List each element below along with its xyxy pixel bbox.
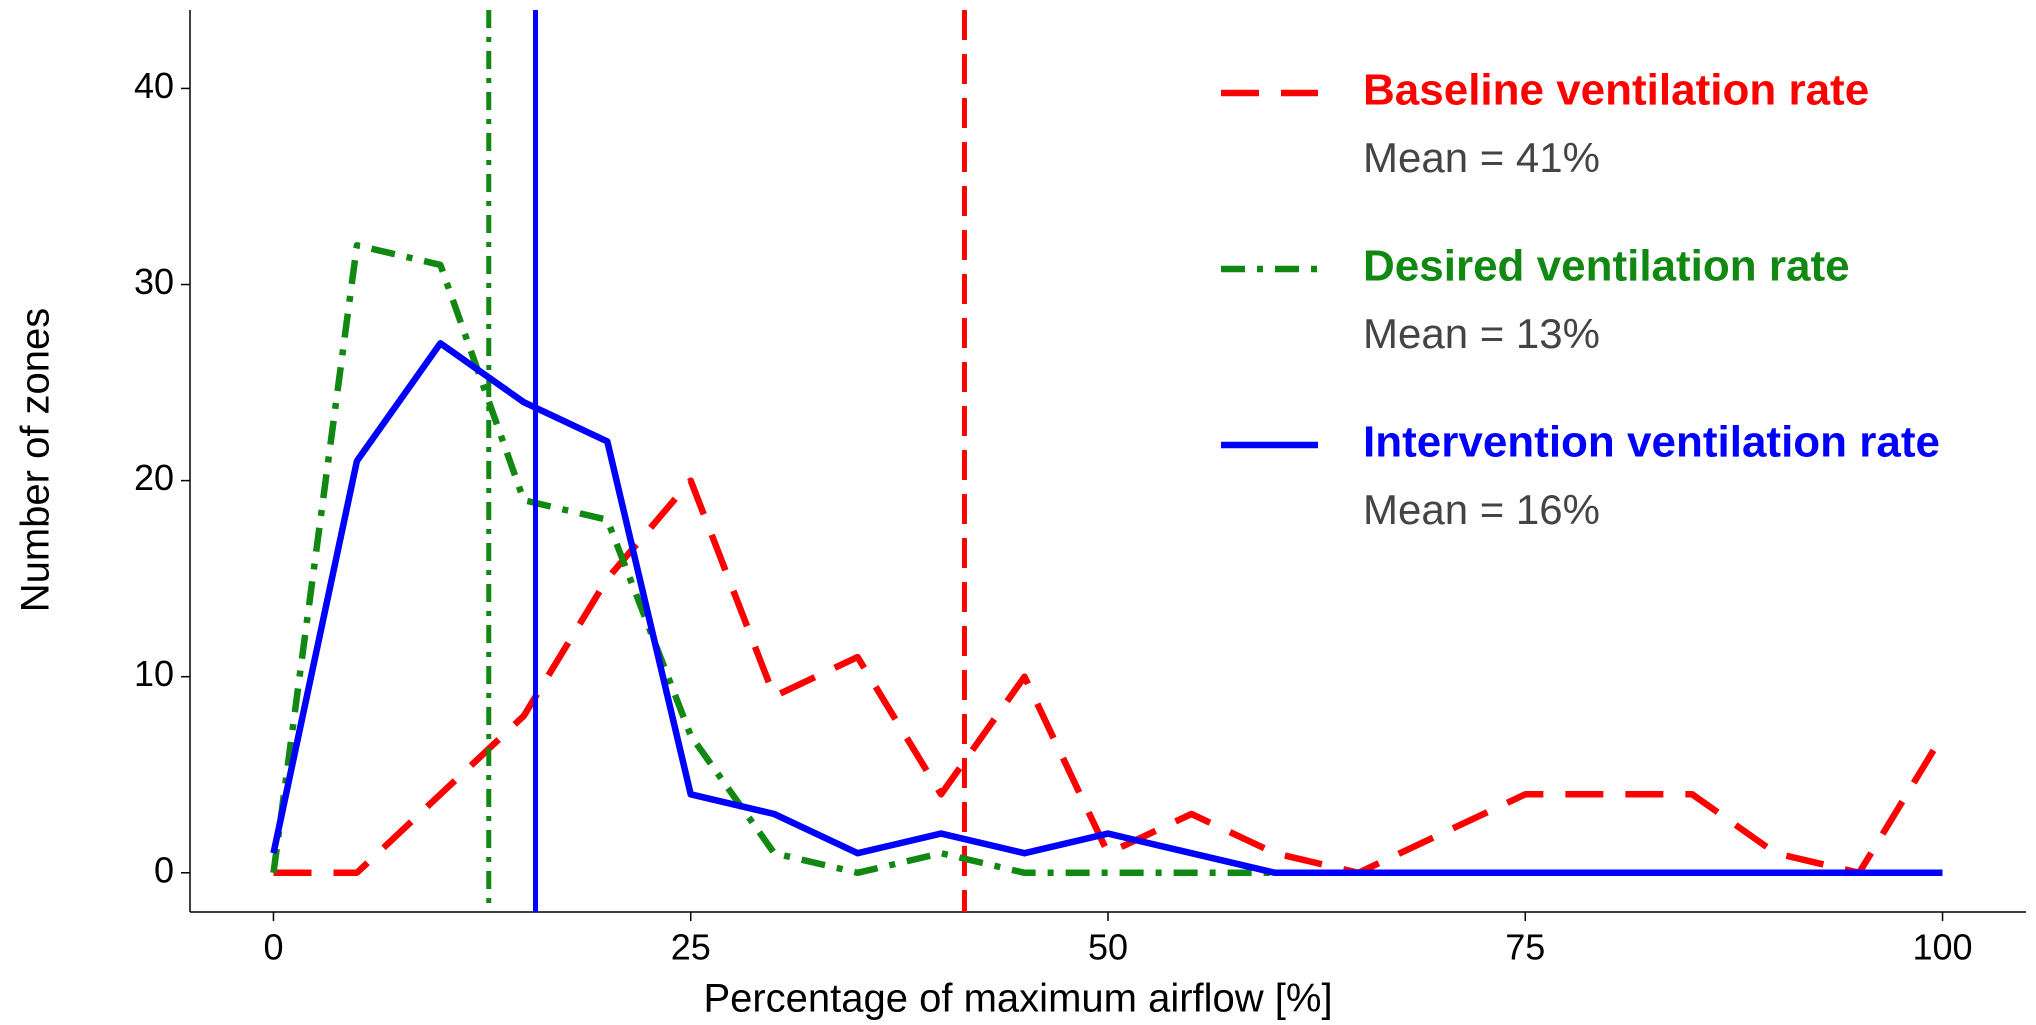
series-line xyxy=(273,477,1946,877)
y-tick-label: 40 xyxy=(134,65,174,106)
legend-mean: Mean = 16% xyxy=(1363,486,1600,533)
series-line xyxy=(270,340,1943,877)
x-tick-label: 0 xyxy=(263,927,283,968)
y-tick-label: 30 xyxy=(134,261,174,302)
y-axis-title: Number of zones xyxy=(14,308,58,613)
x-tick-label: 50 xyxy=(1088,927,1128,968)
legend-label: Intervention ventilation rate xyxy=(1363,418,1940,467)
legend-label: Baseline ventilation rate xyxy=(1363,66,1869,115)
x-tick-label: 75 xyxy=(1505,927,1545,968)
y-tick-label: 20 xyxy=(134,457,174,498)
legend-mean: Mean = 13% xyxy=(1363,310,1600,357)
y-tick-label: 10 xyxy=(134,653,174,694)
series-line xyxy=(270,242,1943,877)
x-tick-label: 25 xyxy=(671,927,711,968)
legend-mean: Mean = 41% xyxy=(1363,134,1600,181)
x-tick-label: 100 xyxy=(1913,927,1973,968)
x-axis-title: Percentage of maximum airflow [%] xyxy=(703,977,1332,1021)
y-tick-label: 0 xyxy=(154,849,174,890)
legend-label: Desired ventilation rate xyxy=(1363,242,1850,291)
